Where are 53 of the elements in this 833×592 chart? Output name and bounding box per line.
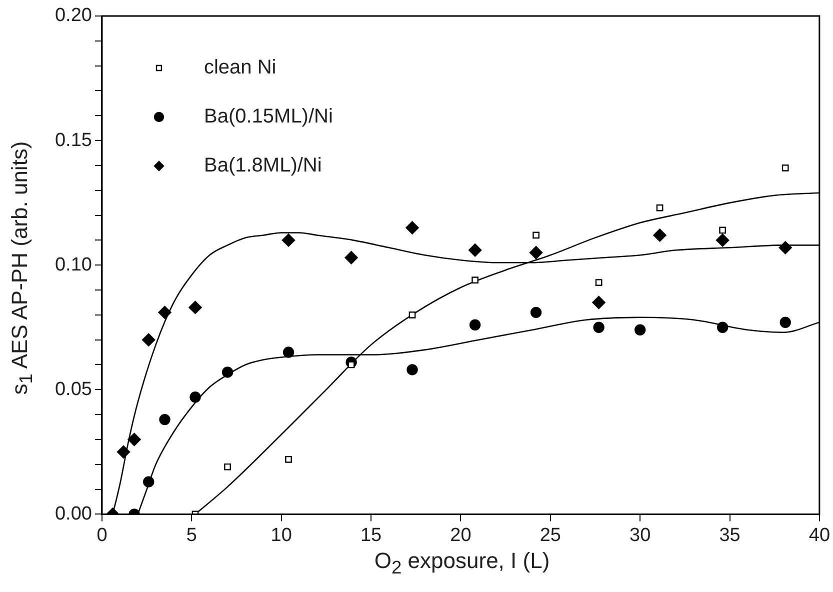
y-tick-label: 0.10 (54, 254, 92, 276)
point (222, 366, 234, 378)
x-tick-label: 10 (270, 524, 292, 546)
legend-label: Ba(1.8ML)/Ni (204, 154, 322, 177)
point (593, 322, 604, 333)
point (469, 319, 481, 330)
legend-label: Ba(0.15ML)/Ni (204, 106, 333, 128)
point (128, 432, 141, 446)
point (158, 306, 172, 320)
point (406, 221, 419, 234)
point (592, 296, 606, 310)
point (778, 241, 792, 254)
point (408, 311, 416, 318)
x-tick-label: 25 (540, 524, 561, 546)
point (282, 346, 294, 358)
x-tick-label: 30 (630, 524, 651, 546)
point (532, 232, 540, 239)
point (188, 300, 202, 314)
point (190, 392, 201, 403)
x-tick-label: 40 (808, 524, 830, 546)
point (716, 234, 730, 247)
legend-label: clean Ni (204, 56, 276, 79)
point (285, 456, 292, 463)
point (406, 364, 418, 376)
x-tick-label: 20 (450, 524, 472, 546)
y-tick-label: 0.15 (54, 130, 92, 151)
x-tick-label: 35 (719, 524, 740, 546)
point (116, 445, 130, 459)
x-tick-label: 15 (360, 524, 382, 546)
y-tick-label: 0.00 (54, 503, 92, 524)
point (782, 164, 789, 172)
point (716, 322, 728, 333)
x-tick-label: 5 (186, 524, 197, 546)
point (595, 279, 602, 286)
point (282, 234, 296, 247)
point (634, 324, 646, 336)
point (468, 244, 482, 257)
point (780, 316, 791, 328)
point (529, 246, 543, 260)
point (530, 306, 542, 318)
point (142, 333, 156, 346)
point (656, 204, 664, 212)
x-tick-label: 0 (96, 524, 108, 546)
y-tick-label: 0.20 (54, 5, 92, 26)
x-axis-title: O$_{2}$ exposure, I (L) (373, 548, 551, 578)
point (143, 476, 154, 488)
point (344, 251, 358, 264)
point (472, 276, 478, 284)
y-tick-label: 0.05 (54, 378, 92, 400)
point (224, 463, 231, 470)
point (159, 414, 170, 426)
point (719, 226, 726, 234)
point (653, 228, 666, 242)
